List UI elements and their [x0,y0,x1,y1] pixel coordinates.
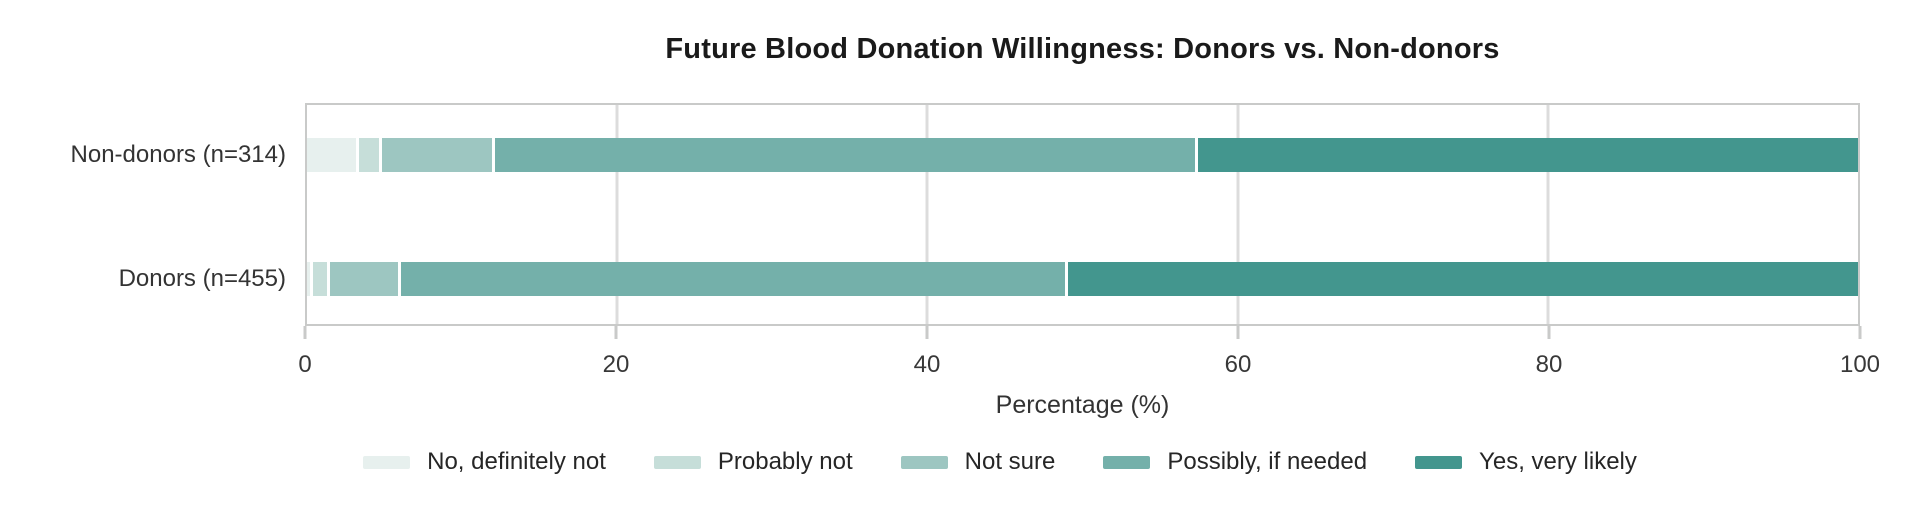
bar-segment [1197,138,1858,172]
legend-label: No, definitely not [427,448,606,475]
bar-segment [494,138,1195,172]
bar-segment [307,262,311,296]
tick-label: 80 [1535,351,1563,378]
y-axis-label: Donors (n=455) [118,265,286,292]
legend: No, definitely not Probably not Not sure Po… [0,447,1920,477]
tick-label: 60 [1224,351,1252,378]
gridline-80 [1546,105,1550,324]
legend-item: Not sure [900,448,1056,476]
plot-area [305,103,1860,326]
tick-mark [614,326,618,339]
bar-row-donors [307,262,1858,296]
legend-swatch-icon [363,455,411,469]
gridline-40 [925,105,929,324]
tick-label: 0 [298,351,312,378]
gridline-20 [615,105,619,324]
legend-swatch-icon [1415,455,1463,469]
bar-segment [359,138,380,172]
tick-label: 40 [913,351,941,378]
legend-label: Probably not [717,448,853,475]
y-axis-label: Non-donors (n=314) [70,141,286,168]
bar-segment [313,262,327,296]
bar-segment [307,138,357,172]
legend-label: Not sure [964,448,1056,475]
bar-row-non-donors [307,138,1858,172]
x-axis-title: Percentage (%) [995,391,1170,419]
bar-segment [329,262,398,296]
legend-swatch-icon [653,455,701,469]
tick-label: 100 [1839,351,1881,378]
legend-label: Possibly, if needed [1167,448,1368,475]
tick-mark [1547,326,1551,339]
gridline-60 [1236,105,1240,324]
legend-item: Probably not [653,448,853,476]
chart-title: Future Blood Donation Willingness: Donor… [665,33,1500,65]
tick-mark [1858,326,1862,339]
tick-mark [1236,326,1240,339]
bar-segment [1068,262,1858,296]
bar-segment [400,262,1066,296]
tick-mark [303,326,307,339]
legend-swatch-icon [1103,455,1151,469]
bar-segment [382,138,492,172]
legend-swatch-icon [900,455,948,469]
legend-label: Yes, very likely [1479,448,1637,475]
legend-item: Yes, very likely [1415,448,1637,476]
tick-label: 20 [602,351,630,378]
legend-item: Possibly, if needed [1103,448,1367,476]
legend-item: No, definitely not [363,448,606,476]
tick-mark [925,326,929,339]
